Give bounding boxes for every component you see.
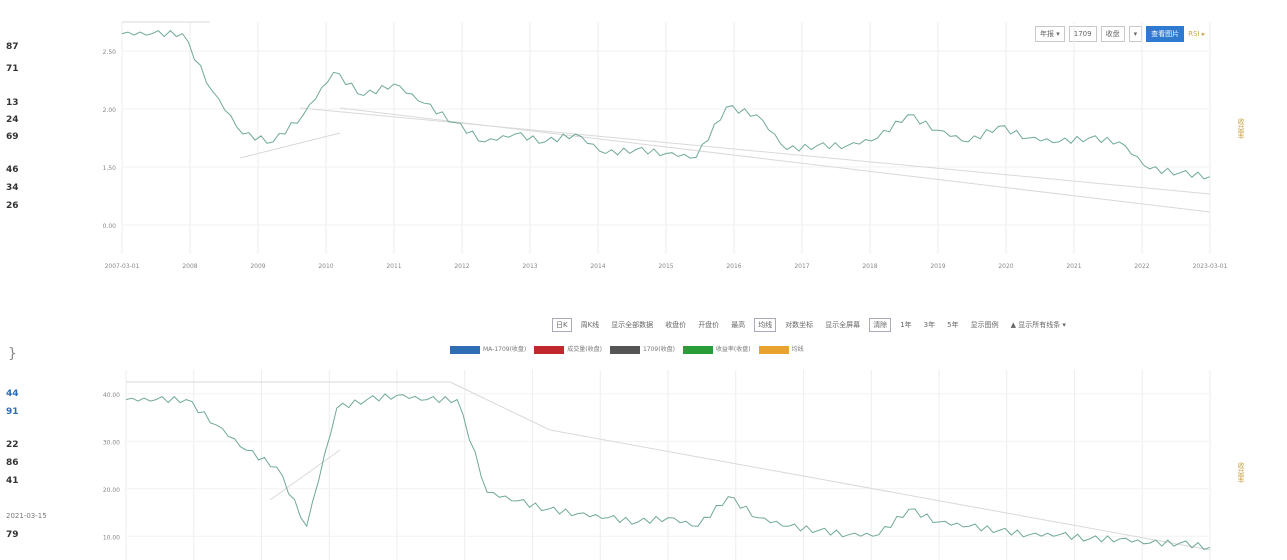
lower-left-label: 2021-03-15 [6,512,47,520]
x-tick-label: 2013 [522,263,537,270]
series-line [125,393,1211,551]
toolbar-item[interactable]: 3年 [923,321,936,329]
upper-right-axis-label: 收益率 [1237,118,1245,139]
toolbar-item[interactable]: 显示全部数据 [611,321,654,329]
legend-swatch [682,345,713,354]
trend-line [339,107,1211,213]
trend-line [269,449,341,501]
legend-label: 成交量(收盘) [567,346,602,353]
price-type-select[interactable]: 收盘 [1100,26,1125,42]
series-line [121,29,1211,180]
x-tick-label: 2010 [318,263,333,270]
y-tick-label: 20.00 [103,487,120,494]
x-tick-label: 2007-03-01 [105,263,140,270]
toolbar-item[interactable]: 均线 [754,318,777,332]
x-tick-label: 2017 [794,263,809,270]
y-tick-label: 30.00 [103,439,120,446]
left-number: 91 [6,407,19,417]
legend-swatch [609,345,640,354]
toolbar-item[interactable]: 显示图例 [970,321,999,329]
y-tick-label: 1.50 [103,165,117,172]
y-tick-label: 40.00 [103,392,120,399]
chart-toolbar: 日K 周K线 显示全部数据 收盘价 开盘价 最高 均线 对数坐标 显示全屏幕 清除 1年 3年 5年 显示… [552,318,1069,332]
x-tick-label: 2008 [182,263,197,270]
legend-item[interactable]: MA-1709(收盘) [450,344,526,354]
x-tick-label: 2009 [250,263,265,270]
x-tick-label: 2012 [454,263,469,270]
chart-controls: 年报 ▾ 1709 收盘 ▾ 查看图片 RSI ▸ [1035,26,1205,42]
upper-chart: 2.502.001.500.00 2007-03-01 2008 2009 2010 2… [103,21,1228,270]
lower-chart-grid [125,370,1211,560]
legend-swatch [450,345,480,354]
left-number: 13 [6,98,19,108]
legend-label: 均线 [791,346,804,353]
y-tick-label: 2.00 [103,107,117,114]
bracket-icon: } [8,346,17,362]
legend-item[interactable]: 均线 [758,344,804,354]
toolbar-item[interactable]: 1年 [900,321,912,329]
view-image-button[interactable]: 查看图片 [1146,26,1185,42]
upper-chart-xticks: 2007-03-01 2008 2009 2010 2011 2012 2013 2014 20… [105,263,1228,270]
x-tick-label: 2016 [726,263,741,270]
upper-chart-series [121,29,1211,180]
left-number: 79 [6,530,19,540]
lower-chart-trendlines [126,381,1211,551]
lower-chart-series [125,393,1211,551]
legend-item[interactable]: 1709(收盘) [609,344,675,354]
left-number: 86 [6,458,19,468]
lower-right-axis-label: 收益率 [1237,462,1245,483]
left-number: 69 [6,132,19,142]
legend-item[interactable]: 成交量(收盘) [534,344,602,354]
toolbar-item[interactable]: 收盘价 [665,321,687,329]
toolbar-item[interactable]: ▲ 显示所有线条 ▾ [1010,321,1066,329]
upper-chart-yticks: 2.50 2.00 1.50 0.00 [103,49,117,230]
x-tick-label: 2023-03-01 [1193,263,1228,270]
x-tick-label: 2018 [862,263,877,270]
toolbar-item[interactable]: 最高 [731,321,746,329]
legend-swatch [758,345,789,354]
left-number: 34 [6,183,19,193]
x-tick-label: 2020 [998,263,1013,270]
rsi-label[interactable]: RSI ▸ [1188,30,1206,38]
code-field[interactable]: 1709 [1068,26,1097,42]
x-tick-label: 2011 [386,263,401,270]
legend-swatch [534,345,565,354]
toolbar-item[interactable]: 日K [552,318,572,332]
period-select[interactable]: 年报 ▾ [1035,26,1065,42]
lower-chart: 40.00 30.00 20.00 10.00 [103,370,1211,560]
trend-line [549,429,1211,551]
toolbar-item[interactable]: 5年 [947,321,959,329]
y-tick-label: 0.00 [103,223,117,230]
legend-label: 收益率(收盘) [715,346,751,353]
left-number: 41 [6,476,19,486]
legend-label: 1709(收盘) [642,346,675,353]
left-number: 71 [6,64,19,74]
x-tick-label: 2022 [1134,263,1149,270]
x-tick-label: 2019 [930,263,945,270]
toolbar-item[interactable]: 周K线 [580,321,600,329]
x-tick-label: 2015 [658,263,673,270]
x-tick-label: 2021 [1066,263,1081,270]
legend-item[interactable]: 收益率(收盘) [682,344,751,354]
toolbar-item[interactable]: 显示全屏幕 [825,321,861,329]
x-tick-label: 2014 [590,263,605,270]
upper-chart-grid [121,22,1211,254]
chart-legend: MA-1709(收盘) 成交量(收盘) 1709(收盘) 收益率(收盘) 均线 [450,344,804,354]
trend-line [449,381,551,431]
left-number: 22 [6,440,19,450]
toolbar-item[interactable]: 开盘价 [698,321,720,329]
left-number: 46 [6,165,19,175]
dropdown-button[interactable]: ▾ [1128,26,1143,42]
toolbar-item[interactable]: 对数坐标 [785,321,814,329]
left-number: 26 [6,201,19,211]
left-number: 87 [6,42,19,52]
lower-chart-yticks: 40.00 30.00 20.00 10.00 [103,392,120,542]
y-tick-label: 2.50 [103,49,117,56]
left-number: 44 [6,389,19,399]
legend-label: MA-1709(收盘) [483,346,527,353]
left-number: 24 [6,115,19,125]
toolbar-item[interactable]: 清除 [869,318,892,332]
trend-line [239,132,341,159]
y-tick-label: 10.00 [103,534,120,541]
